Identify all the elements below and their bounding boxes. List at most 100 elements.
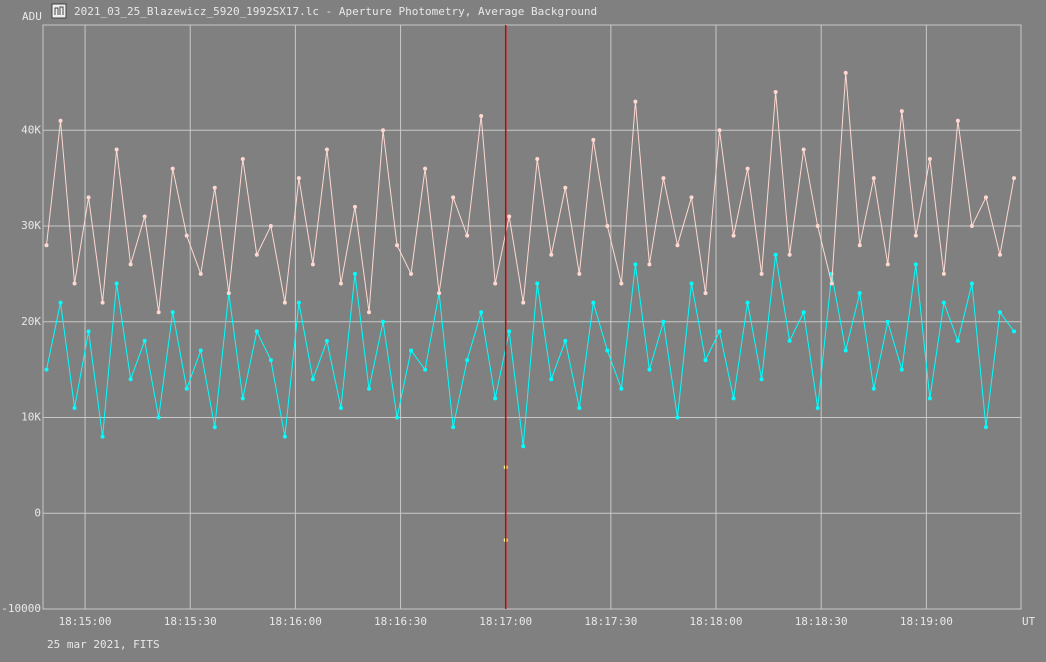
- data-point: [409, 271, 414, 276]
- data-point: [969, 281, 974, 286]
- data-point: [338, 405, 343, 410]
- data-point: [857, 243, 862, 248]
- data-point: [423, 166, 428, 171]
- data-point: [913, 233, 918, 238]
- data-point: [689, 195, 694, 200]
- data-point: [128, 262, 133, 267]
- data-point: [395, 243, 400, 248]
- data-point: [338, 281, 343, 286]
- y-tick-label: 10K: [21, 411, 41, 424]
- data-point: [58, 300, 63, 305]
- data-point: [1011, 329, 1016, 334]
- data-point: [871, 386, 876, 391]
- data-point: [535, 157, 540, 162]
- data-point: [296, 300, 301, 305]
- data-point: [282, 434, 287, 439]
- data-point: [633, 99, 638, 104]
- data-point: [577, 405, 582, 410]
- data-point: [352, 204, 357, 209]
- data-point: [72, 281, 77, 286]
- data-point: [773, 252, 778, 257]
- data-point: [829, 271, 834, 276]
- data-point: [703, 358, 708, 363]
- data-point: [72, 405, 77, 410]
- data-point: [184, 233, 189, 238]
- window-title: 2021_03_25_Blazewicz_5920_1992SX17.lc - …: [74, 5, 597, 18]
- data-point: [451, 195, 456, 200]
- data-point: [787, 338, 792, 343]
- footnote: 25 mar 2021, FITS: [47, 638, 160, 651]
- data-point: [521, 300, 526, 305]
- x-tick-label: 18:17:00: [479, 615, 532, 628]
- data-point: [731, 233, 736, 238]
- data-point: [367, 310, 371, 315]
- data-point: [591, 300, 596, 305]
- data-point: [507, 329, 512, 334]
- data-point: [409, 348, 414, 353]
- data-point: [479, 310, 484, 315]
- data-point: [675, 415, 680, 420]
- y-tick-label: 0: [34, 506, 41, 519]
- data-point: [142, 338, 147, 343]
- data-point: [268, 224, 273, 229]
- data-point: [899, 109, 904, 114]
- data-point: [437, 291, 442, 296]
- data-point: [1011, 176, 1016, 181]
- data-point: [605, 224, 610, 229]
- data-point: [86, 329, 91, 334]
- data-point: [549, 252, 554, 257]
- data-point: [381, 319, 386, 324]
- data-point: [983, 425, 988, 430]
- data-point: [759, 377, 764, 382]
- data-point: [759, 271, 764, 276]
- data-point: [493, 396, 498, 401]
- data-point: [44, 243, 49, 248]
- data-point: [367, 386, 371, 391]
- data-point: [591, 137, 596, 142]
- data-point: [212, 425, 217, 430]
- y-axis-label: ADU: [22, 10, 42, 23]
- data-point: [997, 252, 1002, 257]
- data-point: [913, 262, 918, 267]
- data-point: [226, 291, 231, 296]
- data-point: [268, 358, 273, 363]
- data-point: [815, 405, 820, 410]
- data-point: [184, 386, 189, 391]
- x-tick-label: 18:18:30: [795, 615, 848, 628]
- data-point: [857, 291, 862, 296]
- data-point: [465, 233, 470, 238]
- data-point: [927, 396, 932, 401]
- data-point: [170, 310, 175, 315]
- data-point: [955, 338, 960, 343]
- data-point: [731, 396, 736, 401]
- data-point: [661, 176, 666, 181]
- data-point: [647, 262, 652, 267]
- data-point: [843, 70, 848, 75]
- y-tick-label: 30K: [21, 219, 41, 232]
- data-point: [423, 367, 428, 372]
- x-tick-label: 18:16:00: [269, 615, 322, 628]
- data-point: [969, 224, 974, 229]
- data-point: [114, 281, 119, 286]
- x-tick-label: 18:17:30: [584, 615, 637, 628]
- data-point: [310, 377, 315, 382]
- data-point: [240, 157, 245, 162]
- x-tick-label: 18:15:00: [59, 615, 112, 628]
- data-point: [198, 348, 203, 353]
- data-point: [619, 281, 624, 286]
- data-point: [395, 415, 400, 420]
- app-icon: [51, 3, 67, 19]
- data-point: [128, 377, 133, 382]
- data-point: [212, 185, 217, 190]
- data-point: [815, 224, 820, 229]
- data-point: [689, 281, 694, 286]
- data-point: [198, 271, 203, 276]
- y-tick-label: 20K: [21, 315, 41, 328]
- data-point: [507, 214, 512, 219]
- data-point: [549, 377, 554, 382]
- data-point: [675, 243, 680, 248]
- data-point: [899, 367, 904, 372]
- data-point: [170, 166, 175, 171]
- data-point: [927, 157, 932, 162]
